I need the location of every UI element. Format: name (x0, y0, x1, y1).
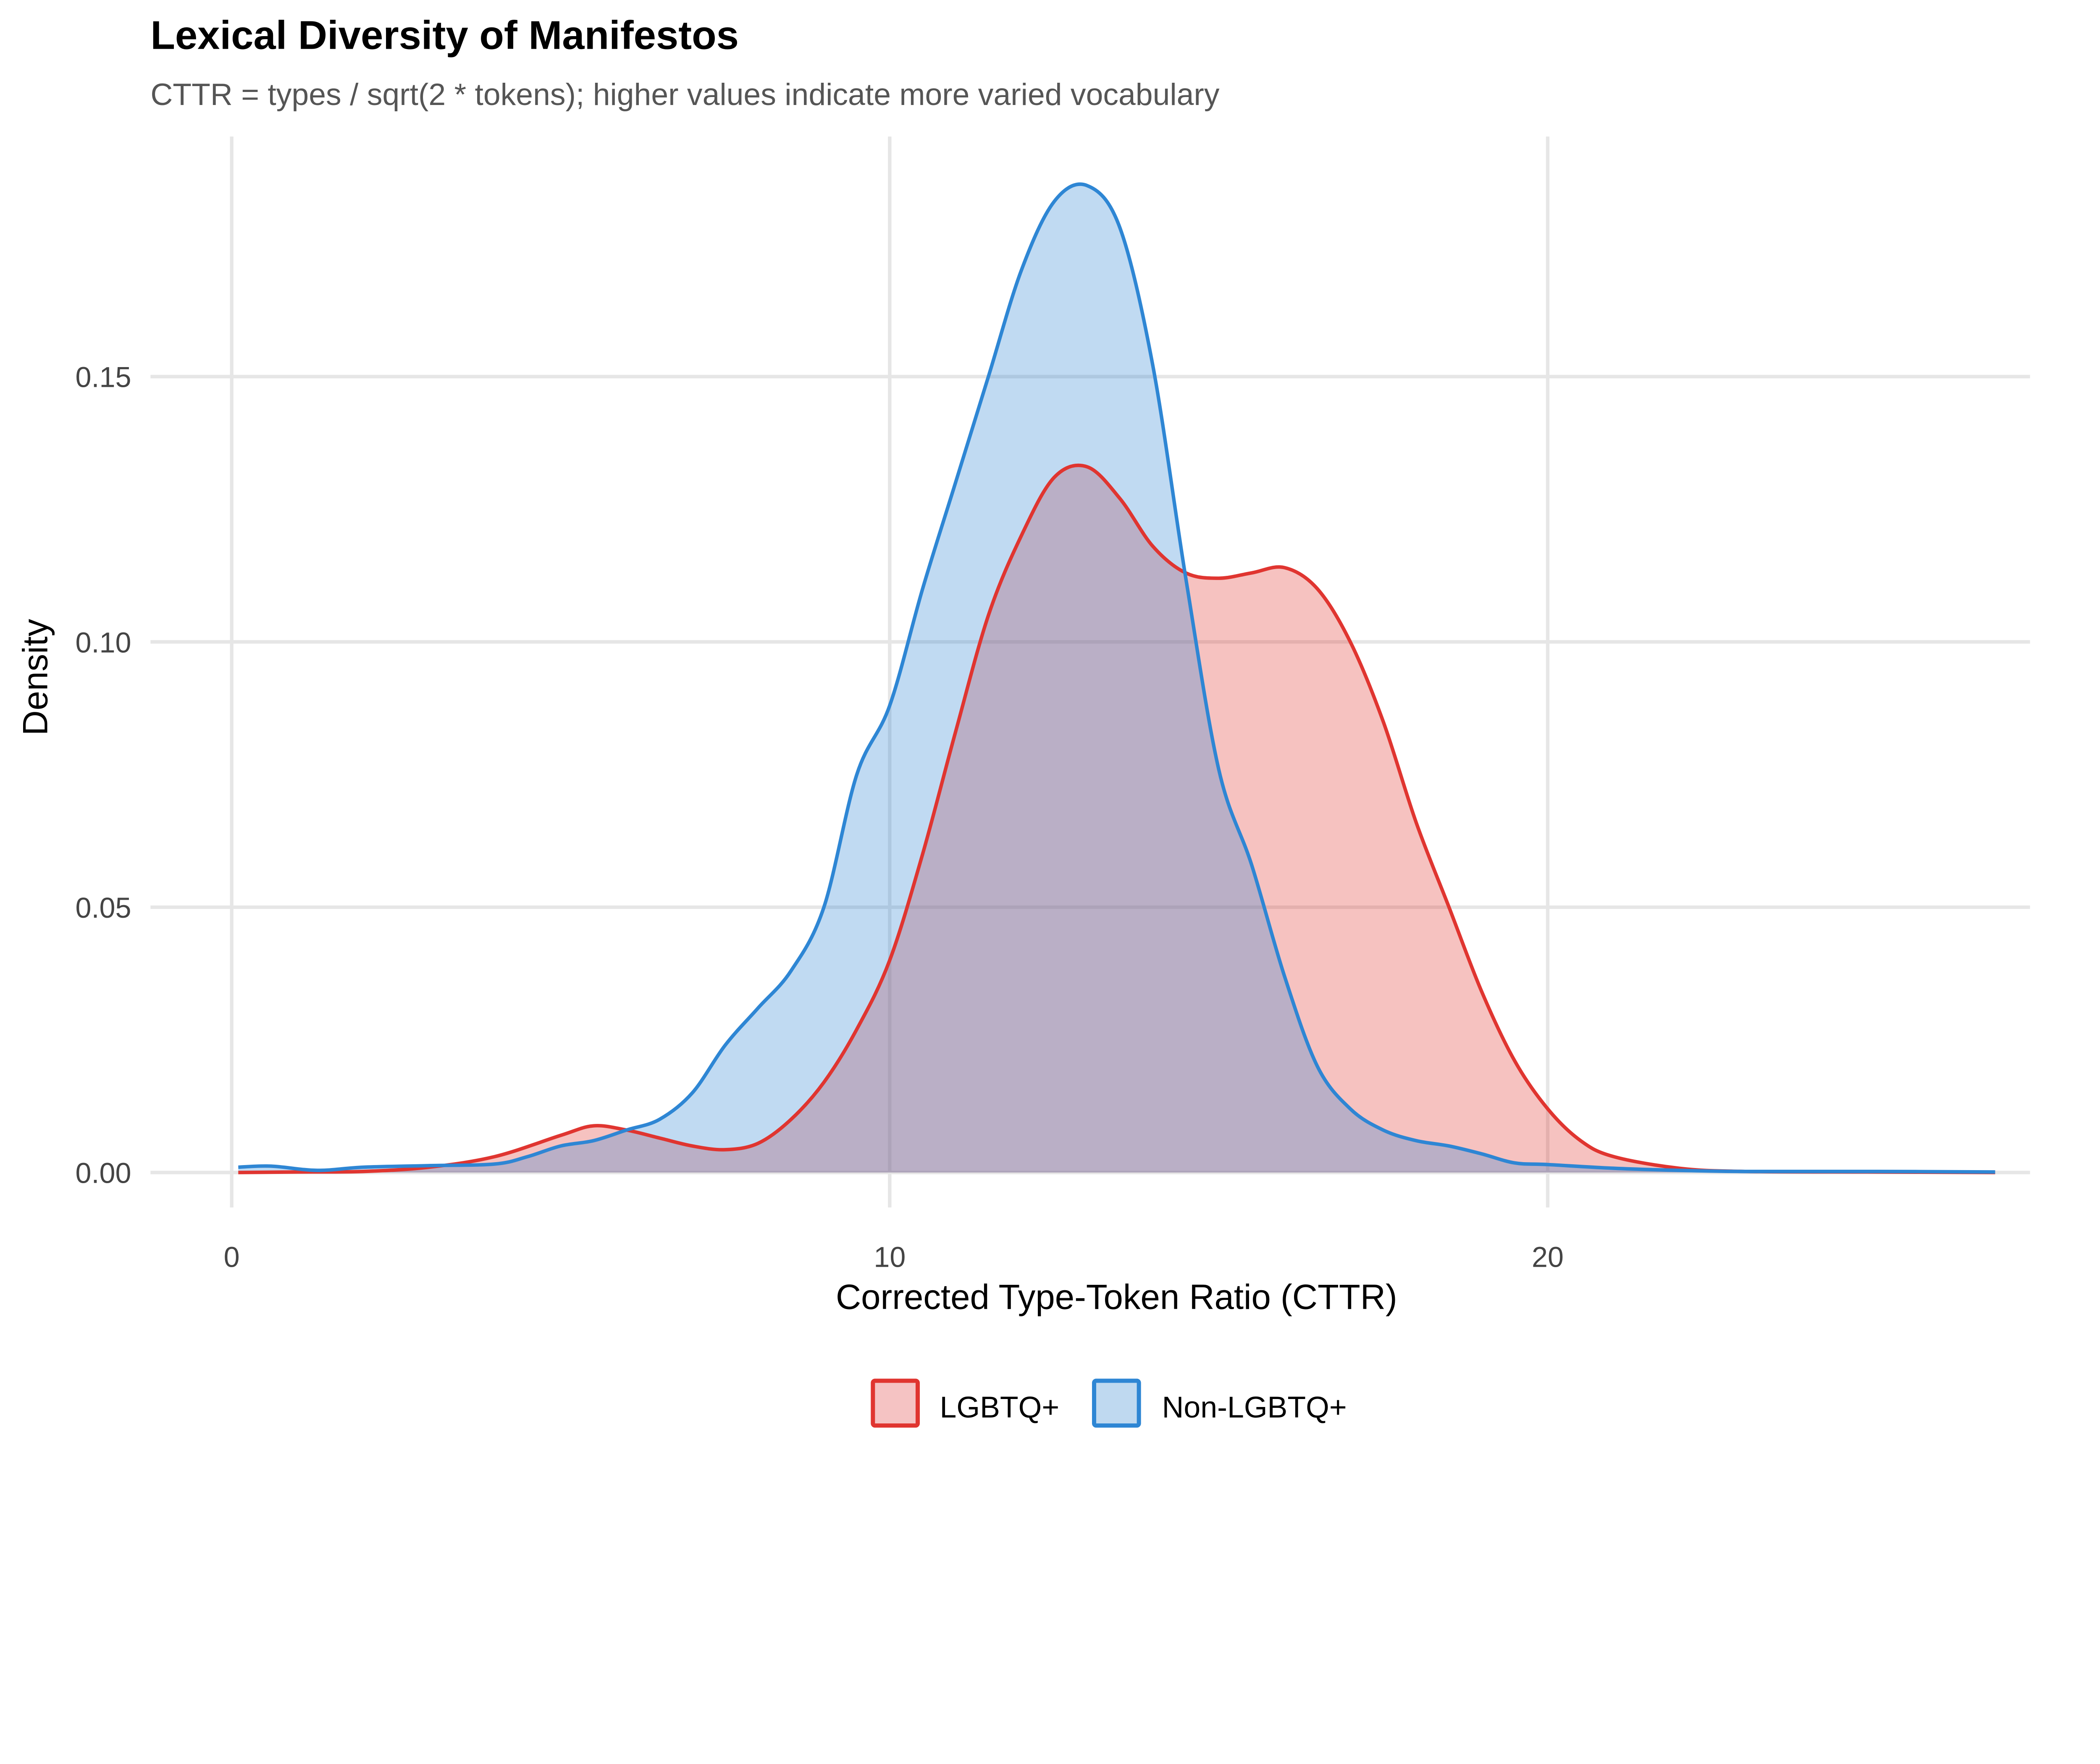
legend-item-non-lgbtq[interactable]: Non-LGBTQ+ (1092, 1378, 1347, 1428)
density-areas (238, 184, 1995, 1173)
legend: LGBTQ+ Non-LGBTQ+ (871, 1378, 1347, 1428)
x-axis-title: Corrected Type-Token Ratio (CTTR) (836, 1278, 1397, 1317)
density-area-lgbtq (238, 465, 1995, 1173)
legend-swatch-lgbtq (871, 1378, 920, 1428)
x-tick-label: 20 (1532, 1242, 1564, 1273)
density-line-lgbtq (238, 463, 1995, 1174)
chart-background (0, 0, 2100, 1470)
grid (150, 136, 2030, 1208)
y-tick-label: 0.05 (76, 892, 131, 924)
chart-container: Lexical Diversity of Manifestos CTTR = t… (0, 0, 2100, 1470)
y-tick-label: 0.15 (76, 362, 131, 394)
x-tick-label: 10 (874, 1242, 906, 1273)
density-area-non-lgbtq (238, 184, 1995, 1173)
legend-label-lgbtq: LGBTQ+ (940, 1391, 1060, 1424)
y-tick-label: 0.00 (76, 1158, 131, 1189)
x-tick-label: 0 (224, 1242, 240, 1273)
density-lines (238, 182, 1995, 1174)
density-chart: Lexical Diversity of Manifestos CTTR = t… (0, 0, 2100, 1470)
legend-label-non-lgbtq: Non-LGBTQ+ (1162, 1391, 1347, 1424)
chart-title: Lexical Diversity of Manifestos (150, 13, 739, 58)
x-axis-ticks: 0 10 20 (224, 1242, 1564, 1273)
y-axis-title: Density (16, 619, 55, 735)
y-tick-label: 0.10 (76, 627, 131, 659)
chart-subtitle: CTTR = types / sqrt(2 * tokens); higher … (150, 77, 1220, 112)
density-line-non-lgbtq (238, 182, 1995, 1174)
legend-item-lgbtq[interactable]: LGBTQ+ (871, 1378, 1060, 1428)
y-axis-ticks: 0.00 0.05 0.10 0.15 (76, 362, 131, 1189)
legend-swatch-non-lgbtq (1092, 1378, 1141, 1428)
